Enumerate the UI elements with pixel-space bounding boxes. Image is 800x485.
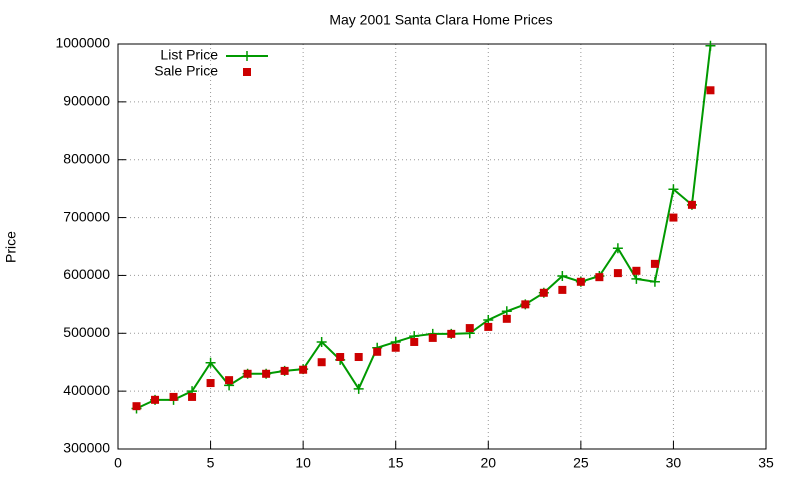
- chart-title: May 2001 Santa Clara Home Prices: [329, 12, 552, 28]
- point: [132, 402, 141, 411]
- point: [225, 376, 234, 385]
- point: [484, 322, 493, 331]
- point: [576, 277, 585, 286]
- x-tick-label: 10: [295, 455, 311, 471]
- point: [206, 379, 215, 388]
- x-tick-label: 5: [207, 455, 215, 471]
- y-tick-label: 300000: [63, 440, 110, 456]
- legend-label: List Price: [160, 47, 218, 63]
- x-tick-label: 35: [758, 455, 774, 471]
- y-tick-label: 400000: [63, 382, 110, 398]
- point: [410, 337, 419, 346]
- point: [428, 333, 437, 342]
- point: [669, 213, 678, 222]
- line: [136, 45, 712, 410]
- point: [539, 288, 548, 297]
- point: [317, 358, 326, 367]
- x-tick-label: 20: [480, 455, 496, 471]
- point: [521, 300, 530, 309]
- legend-marker: [242, 51, 252, 61]
- point: [650, 259, 659, 268]
- point: [687, 200, 696, 209]
- point: [373, 347, 382, 356]
- point: [280, 366, 289, 375]
- point: [465, 324, 474, 333]
- point: [169, 392, 178, 401]
- point: [613, 269, 622, 278]
- point: [557, 271, 568, 282]
- y-tick-label: 500000: [63, 324, 110, 340]
- x-tick-label: 25: [573, 455, 589, 471]
- plot-frame: [117, 43, 767, 450]
- point: [706, 86, 715, 95]
- point: [632, 266, 641, 275]
- point: [501, 306, 512, 317]
- point: [447, 329, 456, 338]
- x-tick-label: 15: [388, 455, 404, 471]
- point: [299, 365, 308, 374]
- y-tick-label: 1000000: [55, 35, 110, 51]
- point: [595, 273, 604, 282]
- point: [188, 392, 197, 401]
- point: [391, 343, 400, 352]
- point: [316, 336, 327, 347]
- legend-marker: [243, 68, 251, 76]
- y-tick-label: 800000: [63, 150, 110, 166]
- point: [336, 353, 345, 362]
- point: [243, 369, 252, 378]
- point: [354, 353, 363, 362]
- x-tick-label: 30: [666, 455, 682, 471]
- point: [631, 273, 642, 284]
- legend-label: Sale Price: [154, 63, 218, 79]
- point: [205, 357, 216, 368]
- point: [705, 40, 716, 51]
- y-tick-label: 700000: [63, 208, 110, 224]
- point: [262, 369, 271, 378]
- y-tick-label: 600000: [63, 266, 110, 282]
- y-axis-label: Price: [3, 231, 19, 263]
- point: [649, 276, 660, 287]
- y-tick-label: 900000: [63, 93, 110, 109]
- point: [151, 395, 160, 404]
- point: [558, 285, 567, 294]
- x-tick-label: 0: [114, 455, 122, 471]
- point: [353, 383, 364, 394]
- point: [502, 314, 511, 323]
- point: [668, 184, 679, 195]
- point: [612, 243, 623, 254]
